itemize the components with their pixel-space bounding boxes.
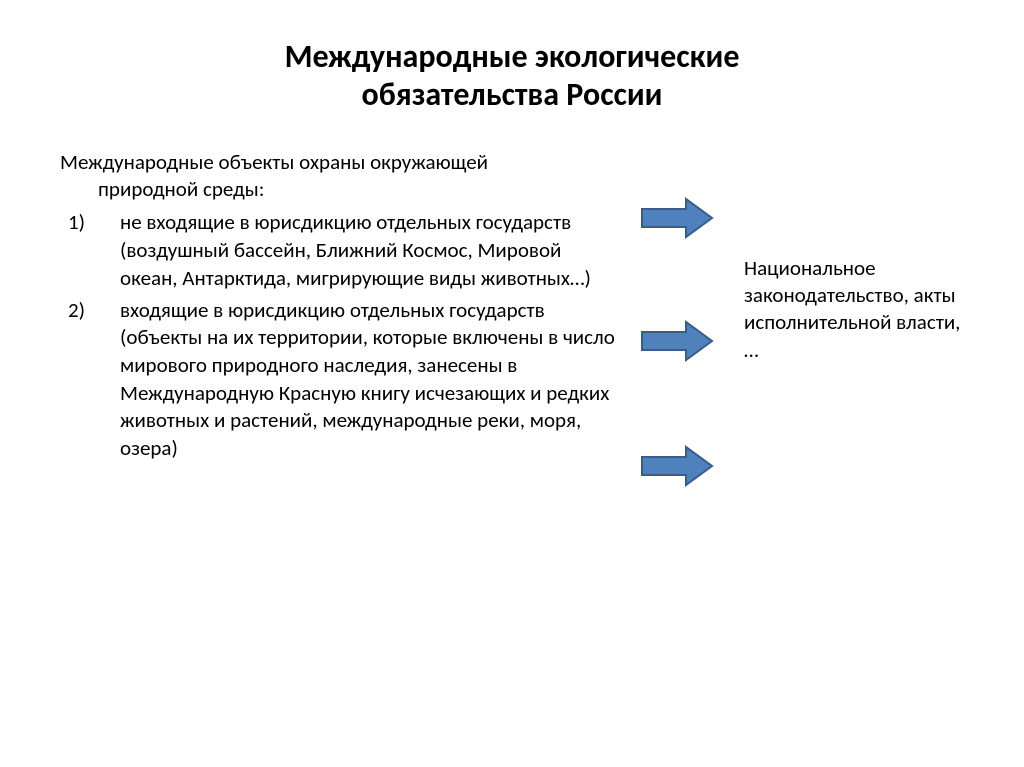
slide-title: Международные экологические обязательств… (60, 38, 964, 115)
intro-text: Международные объекты охраны окружающей … (60, 149, 620, 204)
list-item-2: входящие в юрисдикцию отдельных государс… (60, 297, 620, 463)
content-row: Международные объекты охраны окружающей … (60, 149, 964, 569)
intro-line-2: природной среды: (60, 176, 620, 203)
list-item-1: не входящие в юрисдикцию отдельных госуд… (60, 209, 620, 292)
slide-container: Международные экологические обязательств… (0, 0, 1024, 767)
arrow-icon (640, 197, 714, 239)
right-text: Национальное законодательство, акты испо… (744, 255, 964, 364)
arrows-column (620, 149, 740, 569)
right-column: Национальное законодательство, акты испо… (740, 149, 964, 364)
intro-line-1: Международные объекты охраны окружающей (60, 149, 620, 176)
left-column: Международные объекты охраны окружающей … (60, 149, 620, 467)
title-line-2: обязательства России (362, 75, 663, 114)
title-line-1: Международные экологические (285, 37, 740, 76)
arrow-icon (640, 445, 714, 487)
numbered-list: не входящие в юрисдикцию отдельных госуд… (60, 209, 620, 462)
arrow-icon (640, 320, 714, 362)
